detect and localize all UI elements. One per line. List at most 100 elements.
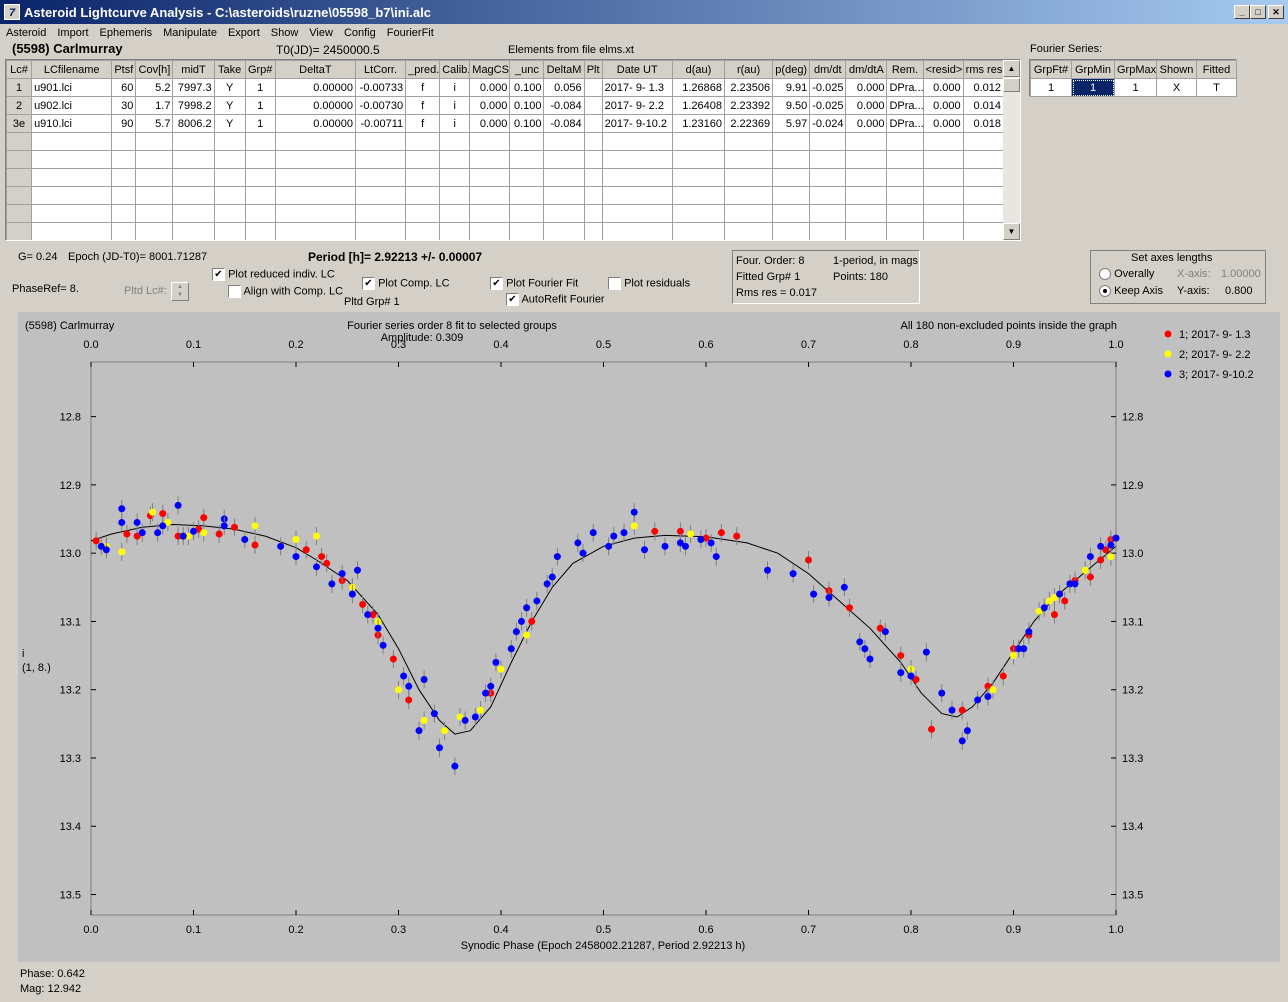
table-cell[interactable]: 8006.2 <box>172 114 215 133</box>
column-header[interactable]: r(au) <box>723 60 774 79</box>
lc-table-scrollbar[interactable]: ▲ ▼ <box>1003 60 1020 240</box>
table-cell[interactable] <box>354 222 407 240</box>
table-cell[interactable] <box>111 168 137 187</box>
table-cell[interactable] <box>583 150 603 169</box>
table-cell[interactable] <box>543 186 585 205</box>
column-header[interactable]: p(deg) <box>772 60 811 79</box>
table-cell[interactable]: 5.7 <box>135 114 174 133</box>
menu-item-show[interactable]: Show <box>270 27 299 39</box>
table-cell[interactable] <box>439 150 471 169</box>
table-cell[interactable] <box>962 186 1005 205</box>
table-cell[interactable]: 0.000 <box>469 96 511 115</box>
table-cell[interactable] <box>543 222 585 240</box>
table-cell[interactable]: 0.00000 <box>274 114 356 133</box>
table-cell[interactable] <box>886 168 924 187</box>
table-cell[interactable] <box>172 150 215 169</box>
column-header[interactable]: _unc <box>509 60 545 79</box>
table-cell[interactable] <box>469 132 511 151</box>
table-cell[interactable]: Y <box>213 114 246 133</box>
table-cell[interactable] <box>509 186 545 205</box>
table-cell[interactable]: -0.00733 <box>354 78 407 97</box>
table-row-empty[interactable] <box>6 132 1005 151</box>
column-header[interactable]: rms res <box>962 60 1005 79</box>
table-cell[interactable] <box>671 132 726 151</box>
table-cell[interactable] <box>244 168 276 187</box>
table-cell[interactable] <box>31 204 113 223</box>
column-header[interactable]: d(au) <box>671 60 726 79</box>
table-cell[interactable] <box>509 168 545 187</box>
table-cell[interactable] <box>111 132 137 151</box>
table-cell[interactable] <box>601 168 673 187</box>
table-cell[interactable] <box>213 132 246 151</box>
menu-item-export[interactable]: Export <box>227 27 260 39</box>
column-header[interactable]: dm/dt <box>809 60 847 79</box>
table-cell[interactable]: 1 <box>1114 78 1157 97</box>
table-cell[interactable]: 9.91 <box>772 78 811 97</box>
menu-item-import[interactable]: Import <box>57 27 89 39</box>
plot-reduced-checkbox[interactable]: ✔ Plot reduced indiv. LC <box>212 268 335 281</box>
row-header[interactable]: 3e <box>6 114 33 133</box>
row-header[interactable] <box>6 150 33 169</box>
table-row-empty[interactable] <box>6 204 1005 223</box>
table-cell[interactable] <box>439 204 471 223</box>
table-cell[interactable] <box>583 96 603 115</box>
table-cell[interactable]: 2.23506 <box>723 78 774 97</box>
table-cell[interactable] <box>354 150 407 169</box>
table-cell[interactable] <box>671 150 726 169</box>
table-cell[interactable]: 30 <box>111 96 137 115</box>
column-header[interactable]: GrpFt# <box>1030 60 1072 79</box>
table-cell[interactable] <box>509 204 545 223</box>
table-cell[interactable]: f <box>405 78 441 97</box>
menu-item-view[interactable]: View <box>309 27 333 39</box>
table-cell[interactable] <box>274 168 356 187</box>
table-cell[interactable] <box>135 150 174 169</box>
table-cell[interactable] <box>886 186 924 205</box>
table-cell[interactable] <box>244 150 276 169</box>
table-cell[interactable] <box>845 168 888 187</box>
table-cell[interactable]: 0.000 <box>922 96 964 115</box>
table-cell[interactable] <box>543 150 585 169</box>
table-cell[interactable] <box>172 222 215 240</box>
table-cell[interactable]: 0.018 <box>962 114 1005 133</box>
table-cell[interactable] <box>274 222 356 240</box>
table-cell[interactable]: 0.00000 <box>274 96 356 115</box>
column-header[interactable]: Cov[h] <box>135 60 174 79</box>
table-cell[interactable] <box>583 168 603 187</box>
table-cell[interactable]: i <box>439 78 471 97</box>
table-cell[interactable]: 0.000 <box>845 96 888 115</box>
table-cell[interactable]: 1 <box>244 78 276 97</box>
table-cell[interactable] <box>274 186 356 205</box>
table-cell[interactable]: u901.lci <box>31 78 113 97</box>
table-cell[interactable] <box>439 168 471 187</box>
table-cell[interactable] <box>439 222 471 240</box>
table-cell[interactable]: 0.100 <box>509 96 545 115</box>
table-cell[interactable]: 1.26408 <box>671 96 726 115</box>
plot-comp-checkbox[interactable]: ✔ Plot Comp. LC <box>362 277 450 290</box>
table-cell[interactable]: 7997.3 <box>172 78 215 97</box>
table-cell[interactable]: u910.lci <box>31 114 113 133</box>
row-header[interactable] <box>6 204 33 223</box>
table-cell[interactable]: 1.23160 <box>671 114 726 133</box>
table-cell[interactable]: 0.100 <box>509 114 545 133</box>
table-cell[interactable]: 2017- 9- 1.3 <box>601 78 673 97</box>
table-cell[interactable] <box>274 204 356 223</box>
overally-radio[interactable]: Overally <box>1099 268 1154 281</box>
table-cell[interactable] <box>354 186 407 205</box>
yaxis-value[interactable]: 0.800 <box>1225 285 1253 297</box>
table-cell[interactable] <box>354 204 407 223</box>
table-cell[interactable] <box>845 150 888 169</box>
table-cell[interactable] <box>213 168 246 187</box>
table-cell[interactable]: 0.000 <box>922 114 964 133</box>
table-cell[interactable]: 0.000 <box>469 114 511 133</box>
table-cell[interactable] <box>244 186 276 205</box>
table-cell[interactable] <box>671 222 726 240</box>
table-cell[interactable]: 0.000 <box>845 78 888 97</box>
table-cell[interactable]: DPra... <box>886 78 924 97</box>
table-cell[interactable] <box>509 150 545 169</box>
table-cell[interactable] <box>601 204 673 223</box>
table-cell[interactable] <box>809 132 847 151</box>
table-cell[interactable] <box>922 204 964 223</box>
table-cell[interactable]: 2.22369 <box>723 114 774 133</box>
column-header[interactable]: Lc# <box>6 60 33 79</box>
autorefit-checkbox[interactable]: ✔ AutoRefit Fourier <box>506 293 605 306</box>
